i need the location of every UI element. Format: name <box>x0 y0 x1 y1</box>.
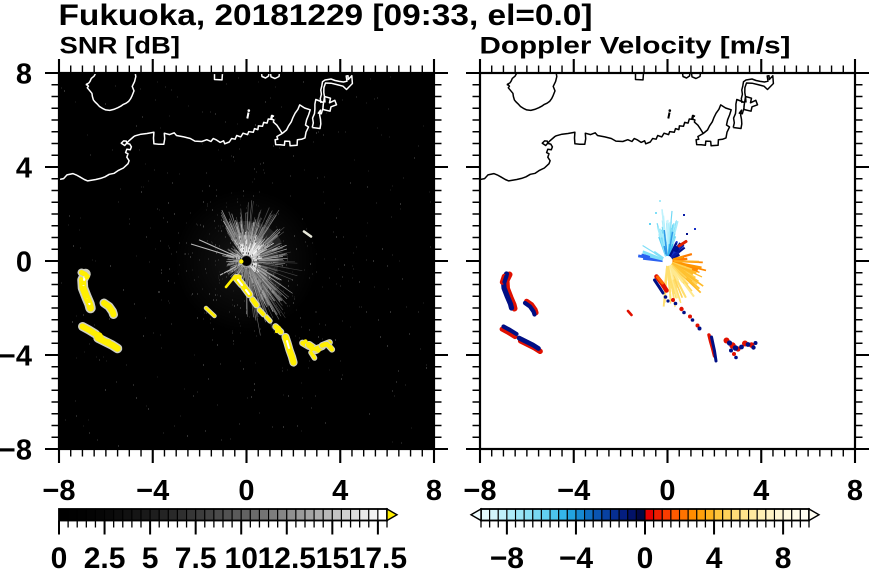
svg-text:Fukuoka, 20181229 [09:33, el=0: Fukuoka, 20181229 [09:33, el=0.0] <box>59 0 593 32</box>
svg-text:−8: −8 <box>42 475 75 507</box>
svg-text:−8: −8 <box>0 434 32 466</box>
svg-text:−4: −4 <box>559 542 594 570</box>
svg-text:4: 4 <box>706 542 723 570</box>
svg-text:−8: −8 <box>490 542 524 570</box>
svg-text:4: 4 <box>753 475 769 507</box>
svg-text:7.5: 7.5 <box>175 542 217 570</box>
svg-text:8: 8 <box>847 475 863 507</box>
svg-text:2.5: 2.5 <box>84 542 126 570</box>
svg-text:−4: −4 <box>557 475 590 507</box>
svg-text:−4: −4 <box>0 340 32 372</box>
svg-text:0: 0 <box>659 475 675 507</box>
svg-text:−4: −4 <box>136 475 169 507</box>
svg-text:12.5: 12.5 <box>258 542 316 570</box>
svg-text:0: 0 <box>637 542 654 570</box>
svg-text:−8: −8 <box>463 475 496 507</box>
svg-text:4: 4 <box>16 152 32 184</box>
svg-text:0: 0 <box>238 475 254 507</box>
svg-text:0: 0 <box>51 542 68 570</box>
svg-text:0: 0 <box>16 246 32 278</box>
svg-text:17.5: 17.5 <box>349 542 407 570</box>
svg-text:15: 15 <box>316 542 349 570</box>
svg-text:5: 5 <box>142 542 159 570</box>
svg-text:8: 8 <box>16 58 32 90</box>
svg-text:Doppler Velocity [m/s]: Doppler Velocity [m/s] <box>480 33 791 60</box>
svg-text:SNR [dB]: SNR [dB] <box>60 33 181 60</box>
svg-text:4: 4 <box>332 475 348 507</box>
svg-text:8: 8 <box>426 475 442 507</box>
svg-text:10: 10 <box>225 542 258 570</box>
svg-text:8: 8 <box>775 542 792 570</box>
